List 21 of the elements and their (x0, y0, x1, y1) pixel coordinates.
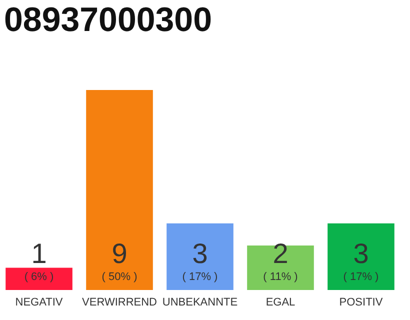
annotation: ( 6% ) (24, 271, 54, 283)
bar (86, 90, 153, 290)
x-tick-label: NEGATIV (15, 296, 64, 308)
data-label: 2 (272, 238, 288, 269)
x-tick-label: EGAL (266, 296, 296, 308)
bar (328, 223, 394, 290)
bar (166, 223, 234, 290)
annotation: ( 17% ) (343, 271, 379, 283)
data-label: 3 (192, 238, 208, 269)
bar (6, 268, 72, 290)
x-tick-label: VERWIRREND (82, 296, 158, 308)
bar (247, 246, 314, 290)
data-label: 3 (353, 238, 369, 269)
data-label: 9 (112, 238, 128, 269)
annotation: ( 50% ) (102, 271, 138, 283)
annotation: ( 17% ) (182, 271, 218, 283)
x-tick-label: UNBEKANNTE (162, 296, 238, 308)
x-tick-label: POSITIV (339, 296, 384, 308)
annotation: ( 11% ) (263, 271, 298, 283)
chart-title: 08937000300 (4, 1, 212, 39)
data-label: 1 (31, 238, 47, 269)
